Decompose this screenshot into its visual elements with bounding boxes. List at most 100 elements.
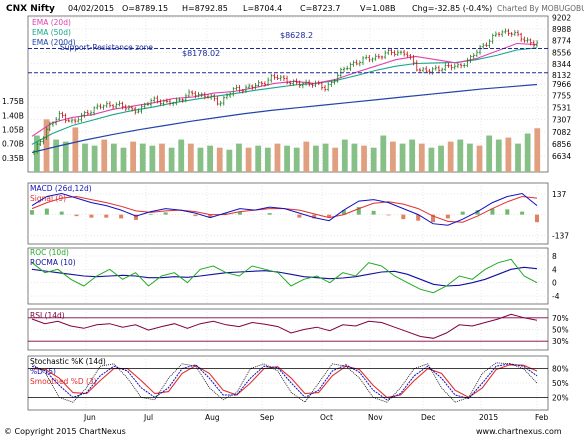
level-label-8628: $8628.2 xyxy=(280,31,313,40)
macd-histogram-bar xyxy=(163,212,168,215)
volume-bar xyxy=(284,145,290,172)
volume-bar xyxy=(72,127,79,172)
volume-bar xyxy=(505,137,512,172)
rsi-line xyxy=(31,313,538,339)
header-change: Chg=-32.85 (-0.4%) xyxy=(412,4,492,13)
volume-bar xyxy=(303,141,310,172)
volume-bar xyxy=(91,145,98,172)
macd-histogram-bar xyxy=(312,214,317,219)
legend-stoch-d: %D (5) xyxy=(30,367,56,376)
volume-bar xyxy=(62,141,69,172)
macd-histogram-bar xyxy=(431,214,436,223)
macd-histogram-bar xyxy=(505,209,510,215)
macd-histogram-bar xyxy=(148,213,153,215)
y-tick-label-price: 7307 xyxy=(552,116,571,125)
y-tick-label-price: 8132 xyxy=(552,71,571,80)
y-tick-label-volume: 0.35B xyxy=(2,154,24,163)
macd-line xyxy=(31,192,538,226)
macd-histogram-bar xyxy=(475,210,480,215)
roc-line xyxy=(31,258,538,294)
volume-bar xyxy=(370,147,377,172)
y-tick-label-price: 7755 xyxy=(552,92,571,101)
volume-bar xyxy=(467,143,473,172)
y-tick-label-roc: -4 xyxy=(552,292,560,301)
volume-bar xyxy=(236,143,242,172)
volume-bar xyxy=(34,135,40,172)
volume-bar xyxy=(120,147,127,172)
volume-bar xyxy=(43,119,50,172)
volume-bar xyxy=(476,145,483,172)
macd-histogram-bar xyxy=(193,214,198,217)
x-tick-label: 2015 xyxy=(479,413,498,422)
y-tick-label-price: 6634 xyxy=(552,152,571,161)
panel-frames xyxy=(27,15,549,411)
legend-stoch-smoothed: Smoothed %D (3) xyxy=(30,377,97,386)
macd-histogram-bar xyxy=(59,211,64,215)
y-tick-label-volume: 1.05B xyxy=(2,125,24,134)
panel-frame-macd xyxy=(27,182,549,245)
x-tick-label: Jul xyxy=(143,413,153,422)
charted-by-label: Charted By MOBUGOBU xyxy=(497,4,584,13)
y-tick-label-rsi: 30% xyxy=(552,337,569,346)
volume-bar xyxy=(486,135,493,172)
y-tick-label-volume: 0.70B xyxy=(2,140,24,149)
legend-signal: Signal (9) xyxy=(30,194,66,203)
site-url: www.chartnexus.com xyxy=(476,427,562,436)
legend-macd: MACD (26d,12d) xyxy=(30,184,92,193)
macd-histogram-bar xyxy=(445,214,450,219)
macd-histogram-bar xyxy=(119,214,124,219)
indicator-series xyxy=(28,192,548,403)
volume-bar xyxy=(495,139,502,172)
y-tick-label-price: 9202 xyxy=(552,14,571,23)
x-tick-label: Oct xyxy=(320,413,333,422)
macd-histogram-bar xyxy=(44,208,49,215)
macd-histogram-bar xyxy=(104,214,109,218)
volume-bar xyxy=(438,145,444,172)
symbol-title: CNX Nifty xyxy=(6,4,55,14)
legend-rsi: RSI (14d) xyxy=(30,311,65,320)
volume-bar xyxy=(130,141,136,172)
volume-bar xyxy=(168,147,175,172)
volume-bar xyxy=(322,143,329,172)
volume-bar xyxy=(313,145,319,172)
header-low: L=8704.4 xyxy=(243,4,282,13)
macd-histogram-bar xyxy=(89,214,94,218)
volume-bar xyxy=(332,147,339,172)
volume-bar xyxy=(380,135,387,172)
volume-bar xyxy=(187,143,194,172)
volume-bar xyxy=(226,149,233,172)
volume-bar xyxy=(515,143,521,172)
macd-histogram-bar xyxy=(386,214,391,216)
volume-bar xyxy=(53,139,60,172)
y-tick-label-stoch: 80% xyxy=(552,365,569,374)
y-tick-label-volume: 1.40B xyxy=(2,111,24,120)
legend-ema50: EMA (50d) xyxy=(32,28,71,37)
axis-labels: Jun Jul Aug Sep Oct Nov Dec 2015 Feb 6634 6856 7082… xyxy=(2,14,571,422)
macd-histogram-bar xyxy=(371,210,376,215)
header-open: O=8789.15 xyxy=(122,4,168,13)
y-tick-label-price: 7082 xyxy=(552,128,571,137)
macd-histogram-bar xyxy=(341,210,346,215)
macd-histogram-bar xyxy=(490,208,495,215)
volume-bar xyxy=(216,147,223,172)
header-date: 04/02/2015 xyxy=(68,4,114,13)
macd-histogram-bar xyxy=(535,214,539,223)
macd-histogram-bar xyxy=(327,214,332,218)
volume-bar xyxy=(534,128,541,172)
x-tick-label: Jun xyxy=(83,413,96,422)
y-tick-label-price: 8774 xyxy=(552,37,571,46)
volume-bar xyxy=(178,139,185,172)
volume-bar xyxy=(245,147,252,172)
y-tick-label-stoch: 20% xyxy=(552,393,569,402)
x-tick-label: Aug xyxy=(205,413,220,422)
y-tick-label-price: 6856 xyxy=(552,140,571,149)
volume-bar xyxy=(293,147,300,172)
y-tick-label-rsi: 70% xyxy=(552,314,569,323)
x-tick-label: Feb xyxy=(535,413,549,422)
volume-bar xyxy=(361,145,367,172)
header-close: C=8723.7 xyxy=(300,4,340,13)
y-tick-label-stoch: 50% xyxy=(552,379,569,388)
volume-bar xyxy=(457,139,464,172)
macd-histogram-bar xyxy=(297,214,302,218)
